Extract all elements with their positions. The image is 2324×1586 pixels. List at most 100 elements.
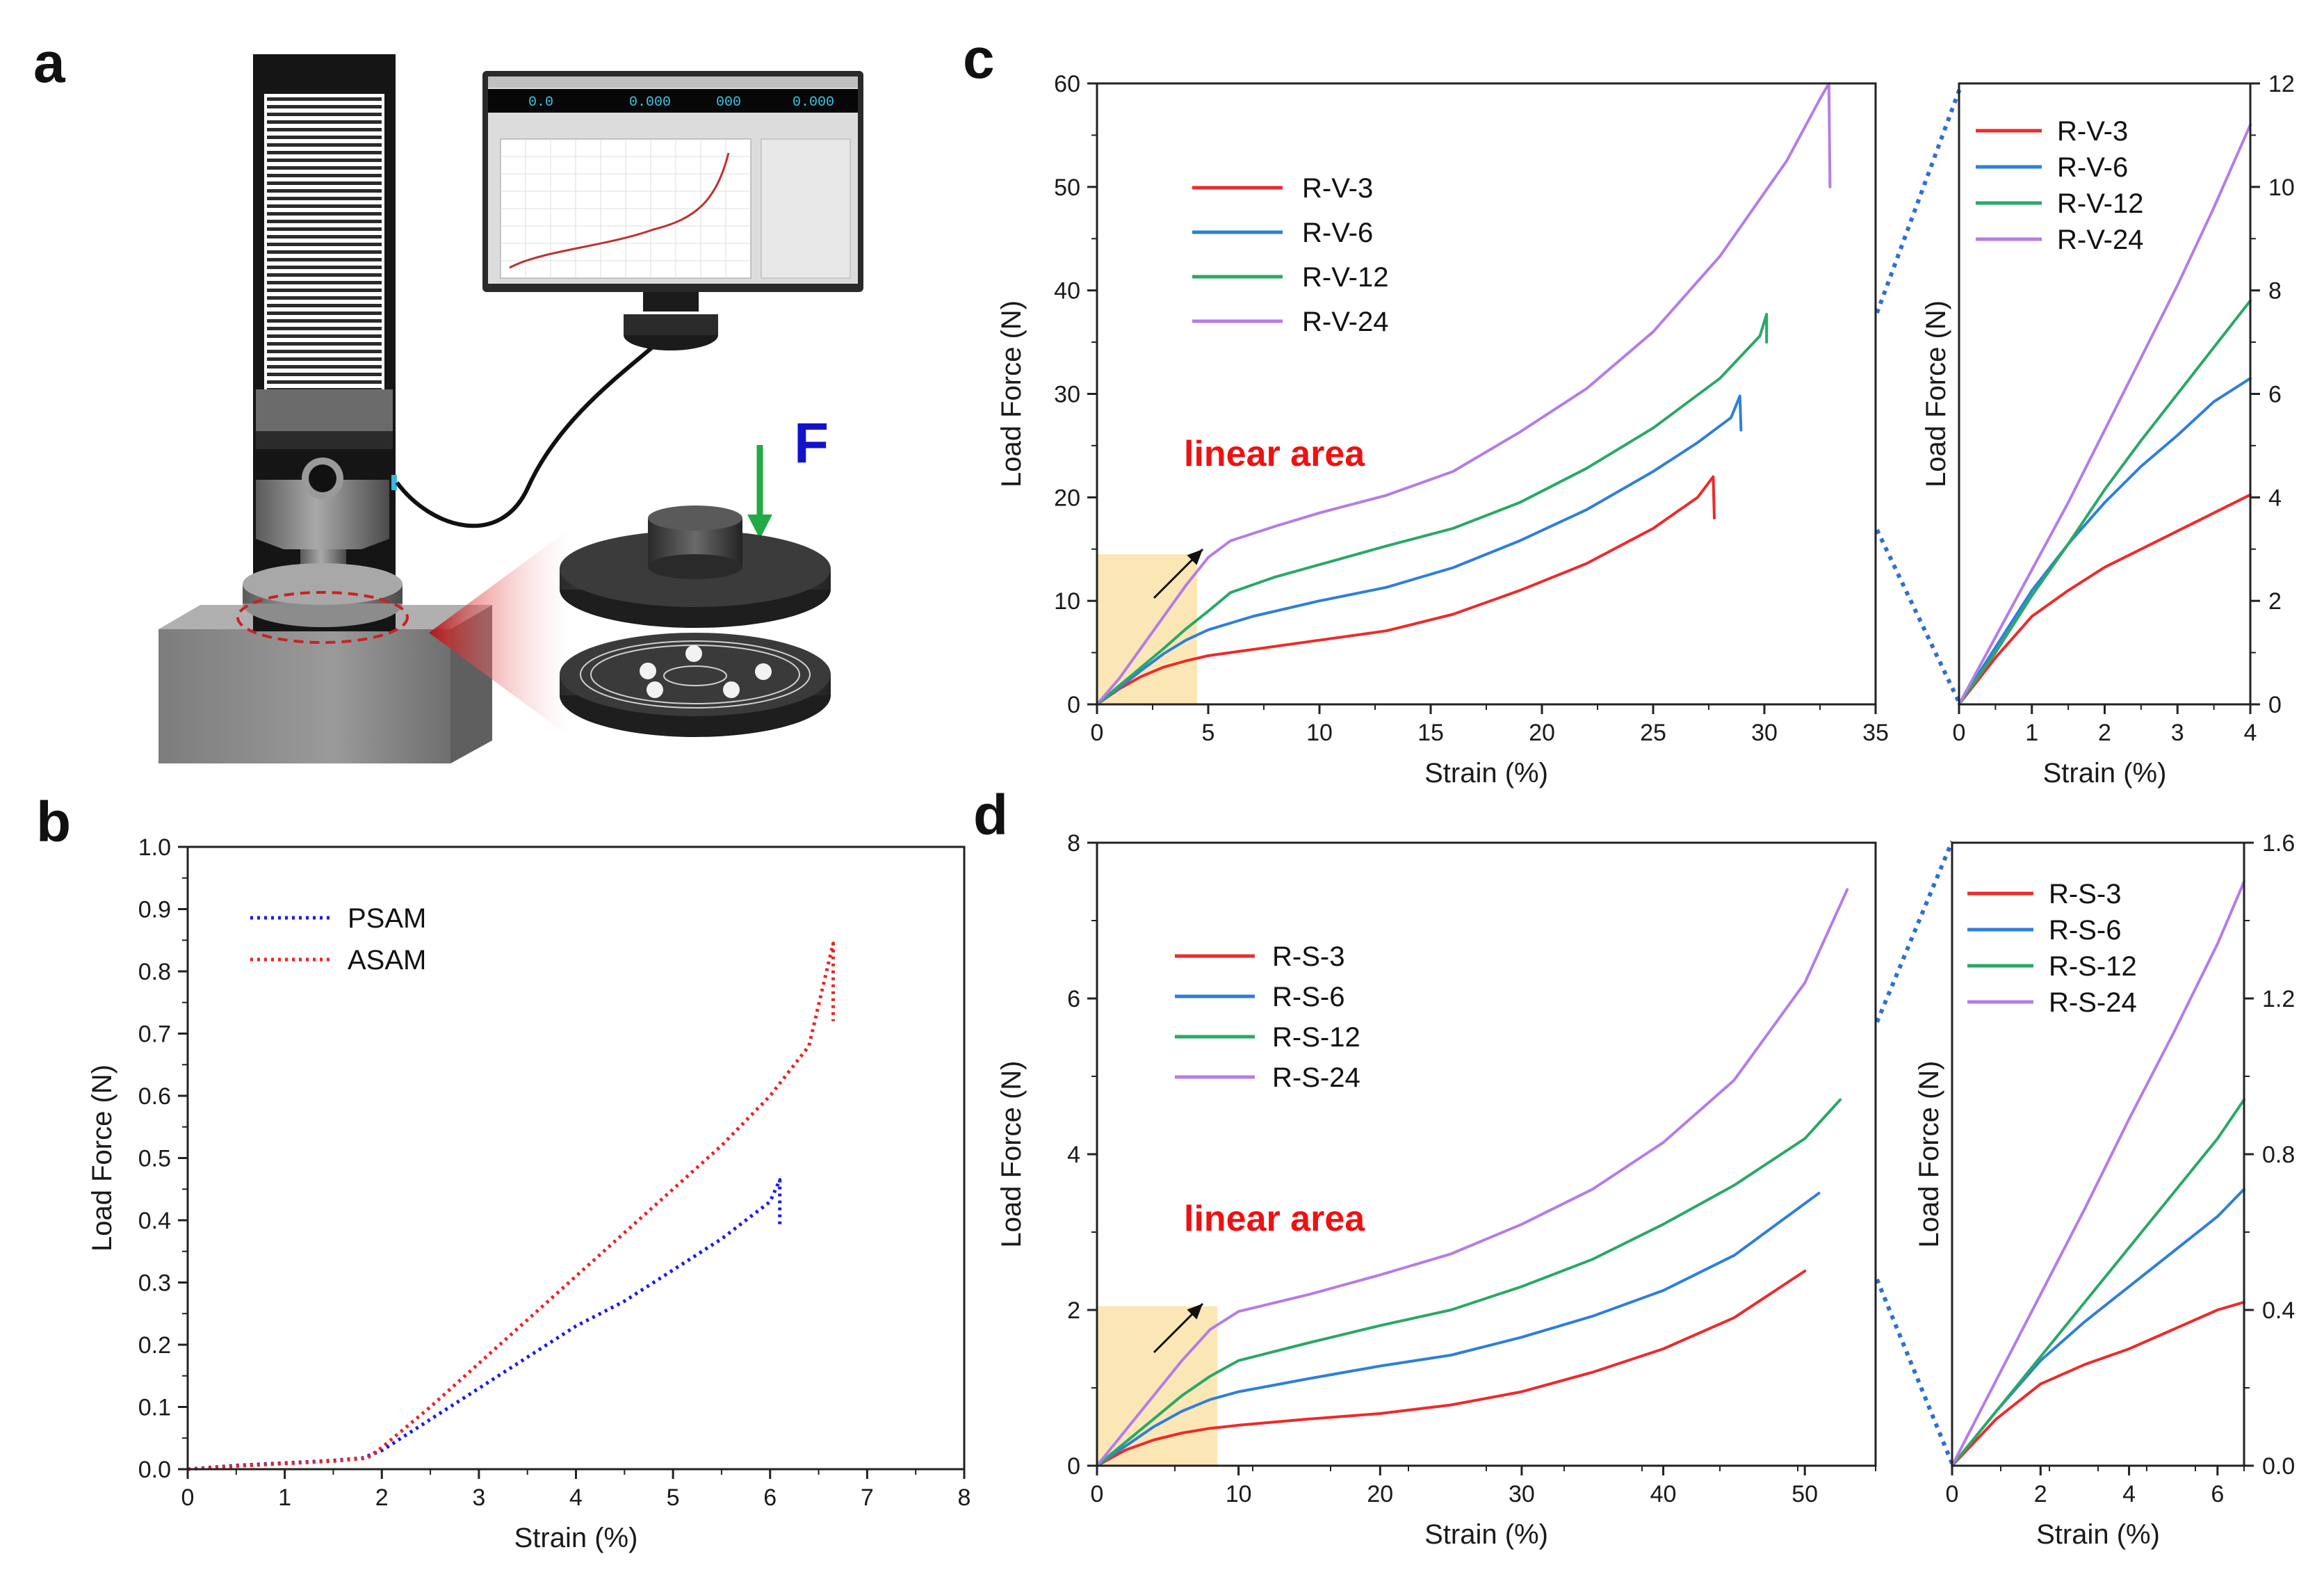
series-line-r-s-24: [1951, 880, 2245, 1467]
x-tick-label: 1: [278, 1484, 291, 1511]
zoom-connector-c-top: [1875, 86, 1963, 314]
sphere: [723, 681, 740, 698]
column-stripe: [267, 365, 382, 369]
screen-readout-bar: [488, 89, 858, 113]
x-tick-label: 2: [2098, 720, 2111, 746]
column-stripe: [267, 105, 382, 108]
force-arrow-head: [747, 515, 772, 539]
x-tick-label: 5: [1202, 720, 1215, 746]
legend-label-r-v-12: R-V-12: [1302, 262, 1389, 293]
column-stripe: [267, 212, 382, 216]
y-tick-label: 10: [1054, 588, 1080, 615]
legend-label-r-s-6: R-S-6: [2049, 915, 2121, 946]
chart-d: 0 10 20 30 40 50 0 2 4 6 8 Strain (%) Load Force (N)…: [996, 830, 1877, 1550]
legend-label-r-s-24: R-S-24: [2049, 987, 2137, 1018]
x-tick-label: 10: [1306, 720, 1333, 746]
legend-label-r-s-12: R-S-12: [1272, 1022, 1360, 1053]
column-stripe: [267, 243, 382, 246]
y-tick-label: 0: [1067, 1453, 1080, 1480]
legend-label-r-v-12: R-V-12: [2057, 188, 2144, 219]
column-stripe: [267, 166, 382, 170]
series-line-r-v-24: [1096, 82, 1832, 706]
column-stripe: [267, 334, 382, 338]
x-tick-label: 4: [569, 1484, 583, 1511]
x-tick-label: 20: [1367, 1481, 1393, 1507]
bottom-disk-ring-inner: [590, 645, 800, 704]
apparatus-illustration: a 0.0 0.000 000 0.000: [33, 31, 863, 763]
x-tick-label: 0: [1091, 1481, 1104, 1507]
column-stripe: [267, 266, 382, 269]
series-line-r-v-3: [1096, 475, 1716, 706]
x-tick-label: 0: [1953, 720, 1966, 746]
sphere: [647, 681, 663, 698]
y-tick-label: 20: [1054, 485, 1080, 511]
indenter-top: [648, 505, 742, 531]
x-tick-label: 6: [763, 1484, 777, 1511]
x-tick-label: 25: [1640, 720, 1666, 746]
series-line-r-s-6: [1951, 1188, 2245, 1467]
y-tick-label: 1.6: [2262, 830, 2295, 857]
column-stripe: [267, 136, 382, 139]
crosshead: [256, 389, 393, 431]
x-tick-label: 10: [1226, 1481, 1252, 1507]
sphere: [640, 663, 656, 679]
legend-label-r-v-3: R-V-3: [1302, 173, 1373, 204]
panel-label-a: a: [33, 31, 66, 95]
y-tick-label: 1.2: [2262, 986, 2295, 1012]
x-tick-label: 7: [861, 1484, 874, 1511]
x-tick-label: 50: [1791, 1481, 1818, 1507]
readout-1: 0.0: [528, 95, 553, 111]
y-tick-label: 0.5: [138, 1146, 171, 1172]
column-stripe: [267, 289, 382, 292]
y-axis-label: Load Force (N): [996, 1061, 1027, 1248]
x-tick-label: 15: [1417, 720, 1444, 746]
column-stripe: [267, 273, 382, 277]
y-tick-label: 2: [2268, 588, 2282, 615]
y-tick-label: 6: [1067, 986, 1080, 1012]
x-axis-label: Strain (%): [2036, 1519, 2160, 1550]
x-axis-label: Strain (%): [2043, 758, 2167, 788]
x-tick-label: 0: [1091, 720, 1104, 746]
y-tick-label: 8: [2268, 278, 2282, 305]
y-tick-label: 0.8: [2262, 1142, 2295, 1168]
column-stripe: [267, 181, 382, 185]
legend-label-r-v-6: R-V-6: [2057, 152, 2128, 183]
plot-frame: [186, 845, 966, 1471]
data-cable: [395, 332, 669, 528]
series-line-psam: [187, 1178, 782, 1471]
x-tick-label: 2: [2034, 1481, 2047, 1507]
column-stripe: [267, 120, 382, 124]
bottom-disk-ring-outer: [580, 640, 811, 709]
series-line-r-s-12: [1951, 1098, 2245, 1467]
column-stripe: [267, 296, 382, 300]
x-tick-label: 8: [958, 1484, 971, 1511]
panel-label-c: c: [963, 27, 995, 90]
chart-d-inset: 0 2 4 6 0.0 0.4 0.8 1.2 1.6 Strain (%) Load Force …: [1914, 830, 2295, 1550]
y-tick-label: 0: [1067, 692, 1080, 718]
cable-connector: [391, 475, 397, 490]
series-line-r-v-24: [1958, 123, 2252, 706]
column-stripe: [267, 189, 382, 193]
series-line-r-v-6: [1958, 377, 2252, 706]
x-tick-label: 4: [2122, 1481, 2136, 1507]
sphere: [755, 663, 772, 680]
readout-4: 0.000: [793, 95, 834, 111]
y-tick-label: 0.3: [138, 1270, 171, 1297]
y-tick-label: 6: [2268, 382, 2282, 408]
monitor-stand-top: [624, 314, 718, 335]
y-tick-label: 50: [1054, 175, 1080, 201]
load-cell-block: [256, 480, 389, 549]
column-stripe: [267, 235, 382, 238]
column-stripe: [267, 357, 382, 361]
legend-label-r-v-6: R-V-6: [1302, 218, 1373, 248]
force-label: F: [794, 412, 829, 475]
column-stripe: [267, 143, 382, 147]
column-stripe: [267, 204, 382, 208]
machine-base: [159, 629, 450, 763]
zoom-cone: [429, 528, 570, 737]
column-stripe: [267, 342, 382, 346]
x-axis-label: Strain (%): [1424, 1519, 1548, 1550]
load-cell-hole: [309, 464, 336, 492]
zoom-connector-d-bottom: [1875, 1278, 1954, 1465]
